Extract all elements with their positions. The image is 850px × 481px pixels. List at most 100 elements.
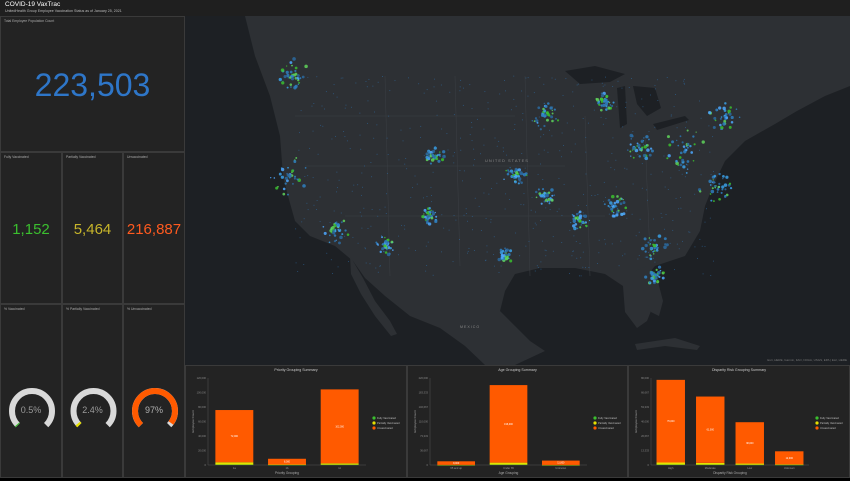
map-dot [674, 269, 675, 270]
map-dot [515, 168, 518, 171]
map-dot [463, 88, 464, 89]
map-dot [647, 241, 649, 243]
map-dot [657, 79, 658, 80]
map-dot [485, 260, 486, 261]
map-dot [722, 175, 725, 178]
map-dot [522, 173, 524, 175]
map-dot [291, 65, 293, 67]
map-dot [334, 210, 335, 211]
map-dot [680, 197, 681, 198]
map-dot [626, 169, 627, 170]
bar-data-label: 76,000 [667, 420, 675, 423]
map-dot [447, 150, 448, 151]
map-dot [713, 126, 716, 129]
partially-vaccinated-count-panel: Partially Vaccinated 5,464 [62, 152, 123, 304]
map-dot [652, 251, 654, 253]
map-dot [520, 204, 521, 205]
y-axis-label: Employee Count [191, 410, 195, 432]
y-tick-label: 60,000 [198, 420, 206, 424]
y-tick-label: 36,667 [420, 449, 428, 453]
map-dot [598, 252, 599, 253]
map-dot [625, 107, 626, 108]
unvaccinated-gauge-panel: % Unvaccinated 97% [123, 304, 185, 478]
map-dot [358, 243, 359, 244]
map-dot [640, 219, 641, 220]
map-dot [464, 215, 465, 216]
map-dot [576, 258, 577, 259]
map-canvas[interactable]: UNITED STATES MEXICO Esri, HERE, Garmin,… [185, 16, 850, 365]
unvaccinated-count: 216,887 [124, 221, 184, 238]
map-dot [501, 265, 502, 266]
map-dot [723, 116, 725, 118]
map-dot [596, 98, 599, 101]
map-dot [582, 215, 585, 218]
map-dot [722, 122, 725, 125]
map-dot [505, 170, 507, 172]
map-dot [386, 213, 387, 214]
map-dot [421, 215, 424, 218]
map-dot [721, 185, 724, 188]
map-dot [282, 193, 285, 196]
map-dot [651, 174, 652, 175]
y-tick-label: 73,333 [420, 434, 428, 438]
disparity-chart[interactable]: 013,33326,66740,00053,33366,66780,000Emp… [629, 366, 849, 476]
map-dot [372, 86, 373, 87]
map-dot [394, 80, 395, 81]
map-dot [523, 193, 524, 194]
map-dot [345, 108, 346, 109]
map-dot [635, 113, 636, 114]
map-dot [535, 211, 536, 212]
map-dot [480, 153, 481, 154]
map-dot [454, 152, 455, 153]
y-tick-label: 0 [205, 463, 207, 467]
map-dot [677, 244, 678, 245]
map-dot [404, 164, 405, 165]
map-dot [509, 249, 512, 252]
map-dot [515, 232, 516, 233]
map-dot [540, 136, 541, 137]
map-dot [649, 239, 651, 241]
vaccination-map[interactable]: UNITED STATES MEXICO Esri, HERE, Garmin,… [185, 16, 850, 365]
map-dot [290, 86, 291, 87]
map-dot [585, 267, 586, 268]
map-dot [739, 117, 741, 119]
map-dot [603, 86, 604, 87]
age-chart[interactable]: 036,66773,333110,000146,667183,333220,00… [408, 366, 627, 476]
map-dot [481, 230, 482, 231]
map-dot [538, 125, 540, 127]
map-dot [632, 147, 635, 150]
map-dot [430, 163, 432, 165]
map-dot [648, 131, 649, 132]
y-tick-label: 0 [648, 463, 650, 467]
map-dot [718, 106, 721, 109]
map-dot [410, 128, 411, 129]
x-tick-label: 1c [338, 466, 341, 470]
priority-chart[interactable]: 020,00040,00060,00080,000100,000120,000E… [186, 366, 406, 476]
map-dot [579, 210, 582, 213]
map-dot [543, 84, 544, 85]
x-tick-label: Unknown [555, 466, 566, 470]
map-dot [503, 151, 504, 152]
map-dot [459, 239, 460, 240]
map-dot [301, 110, 302, 111]
map-dot [661, 217, 662, 218]
map-dot [644, 158, 645, 159]
legend-swatch [372, 426, 375, 429]
map-dot [726, 194, 729, 197]
map-dot [729, 106, 732, 109]
map-dot [520, 181, 521, 182]
map-dot [380, 251, 382, 253]
map-dot [506, 248, 510, 252]
map-dot [590, 185, 591, 186]
map-dot [538, 267, 539, 268]
map-dot [549, 197, 551, 199]
map-dot [589, 220, 590, 221]
map-dot [605, 197, 606, 198]
legend-label: Fully Vaccinated [820, 416, 839, 420]
map-dot [648, 252, 649, 253]
map-dot [585, 152, 586, 153]
map-dot [375, 242, 377, 244]
map-dot [415, 175, 416, 176]
map-dot [511, 109, 512, 110]
